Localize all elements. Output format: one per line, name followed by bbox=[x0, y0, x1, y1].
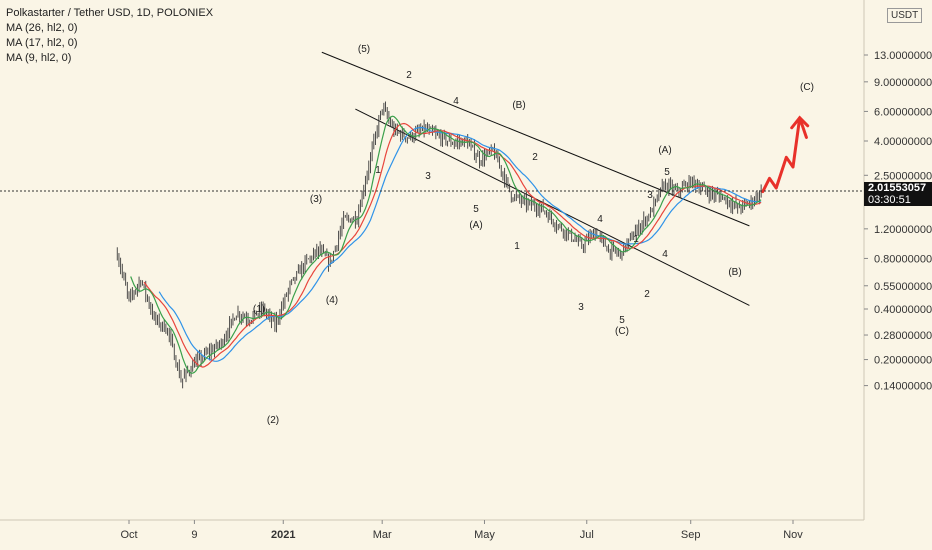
price-tick-label: 0.55000000 bbox=[874, 281, 932, 293]
wave-label: (3) bbox=[310, 194, 322, 205]
time-tick-label: Nov bbox=[783, 529, 803, 541]
price-tick-label: 4.00000000 bbox=[874, 136, 932, 148]
time-tick-label: Jul bbox=[580, 529, 594, 541]
ma-9-label[interactable]: MA (9, hl2, 0) bbox=[6, 52, 72, 64]
price-tick-label: 6.00000000 bbox=[874, 106, 932, 118]
current-price-tag: 2.01553057 03:30:51 bbox=[864, 182, 932, 206]
candles bbox=[116, 101, 762, 389]
price-tick-label: 0.80000000 bbox=[874, 253, 932, 265]
wave-label: (A) bbox=[469, 220, 482, 231]
currency-unit[interactable]: USDT bbox=[887, 8, 923, 23]
wave-label: (B) bbox=[512, 100, 525, 111]
wave-label: 1 bbox=[633, 234, 639, 245]
wave-label: (B) bbox=[728, 267, 741, 278]
wave-label: 3 bbox=[578, 302, 584, 313]
price-tick-label: 0.28000000 bbox=[874, 330, 932, 342]
price-tick-label: 0.20000000 bbox=[874, 355, 932, 367]
ma-9-line bbox=[130, 115, 762, 374]
channel-line[interactable] bbox=[321, 51, 750, 227]
current-price: 2.01553057 bbox=[868, 182, 927, 194]
wave-label: (2) bbox=[267, 415, 279, 426]
ma-17-line bbox=[143, 122, 762, 368]
wave-label: 2 bbox=[644, 289, 650, 300]
wave-label: 5 bbox=[473, 204, 479, 215]
symbol-title[interactable]: Polkastarter / Tether USD, 1D, POLONIEX bbox=[6, 7, 214, 19]
wave-label: (C) bbox=[615, 326, 629, 337]
moving-averages bbox=[130, 115, 762, 374]
time-tick-label: Mar bbox=[373, 529, 392, 541]
time-tick-label: 9 bbox=[191, 529, 197, 541]
time-axis[interactable]: Oct 9 2021 Mar May Jul Sep Nov bbox=[120, 520, 803, 541]
price-tick-label: 0.14000000 bbox=[874, 381, 932, 393]
price-tick-label: 2.50000000 bbox=[874, 170, 932, 182]
wave-label: 1 bbox=[375, 165, 381, 176]
price-axis[interactable]: 13.00000000 9.00000000 6.00000000 4.0000000… bbox=[864, 50, 932, 393]
price-tick-label: 9.00000000 bbox=[874, 77, 932, 89]
wave-label: 3 bbox=[425, 171, 431, 182]
wave-label: 4 bbox=[662, 249, 668, 260]
wave-label: 3 bbox=[647, 190, 653, 201]
wave-label: (C) bbox=[800, 82, 814, 93]
wave-labels: (1)(2)(3)(4)(5)12345(A)(B)12345(C)12345(… bbox=[253, 44, 814, 426]
price-tick-label: 1.20000000 bbox=[874, 224, 932, 236]
wave-label: 2 bbox=[406, 70, 412, 81]
time-tick-label: 2021 bbox=[271, 529, 295, 541]
projection-arrowhead bbox=[790, 115, 810, 130]
ma-26-line bbox=[158, 126, 762, 362]
channel-line[interactable] bbox=[355, 108, 750, 306]
wave-label: 4 bbox=[597, 214, 603, 225]
ma-26-label[interactable]: MA (26, hl2, 0) bbox=[6, 22, 78, 34]
wave-label: 4 bbox=[453, 96, 459, 107]
channel-lines bbox=[321, 51, 750, 306]
wave-label: (1) bbox=[253, 304, 265, 315]
countdown-timer: 03:30:51 bbox=[868, 194, 911, 206]
wave-label: 5 bbox=[664, 167, 670, 178]
projection-arrow bbox=[761, 115, 810, 194]
time-tick-label: Sep bbox=[681, 529, 701, 541]
wave-label: 2 bbox=[532, 152, 538, 163]
wave-label: 5 bbox=[619, 315, 625, 326]
wave-label: (A) bbox=[658, 145, 671, 156]
price-tick-label: 0.40000000 bbox=[874, 304, 932, 316]
legend: Polkastarter / Tether USD, 1D, POLONIEX … bbox=[6, 6, 213, 66]
wave-label: 1 bbox=[514, 241, 520, 252]
wave-label: (5) bbox=[358, 44, 370, 55]
time-tick-label: Oct bbox=[120, 529, 137, 541]
price-tick-label: 13.00000000 bbox=[874, 50, 932, 62]
time-tick-label: May bbox=[474, 529, 495, 541]
ma-17-label[interactable]: MA (17, hl2, 0) bbox=[6, 37, 78, 49]
wave-label: (4) bbox=[326, 295, 338, 306]
